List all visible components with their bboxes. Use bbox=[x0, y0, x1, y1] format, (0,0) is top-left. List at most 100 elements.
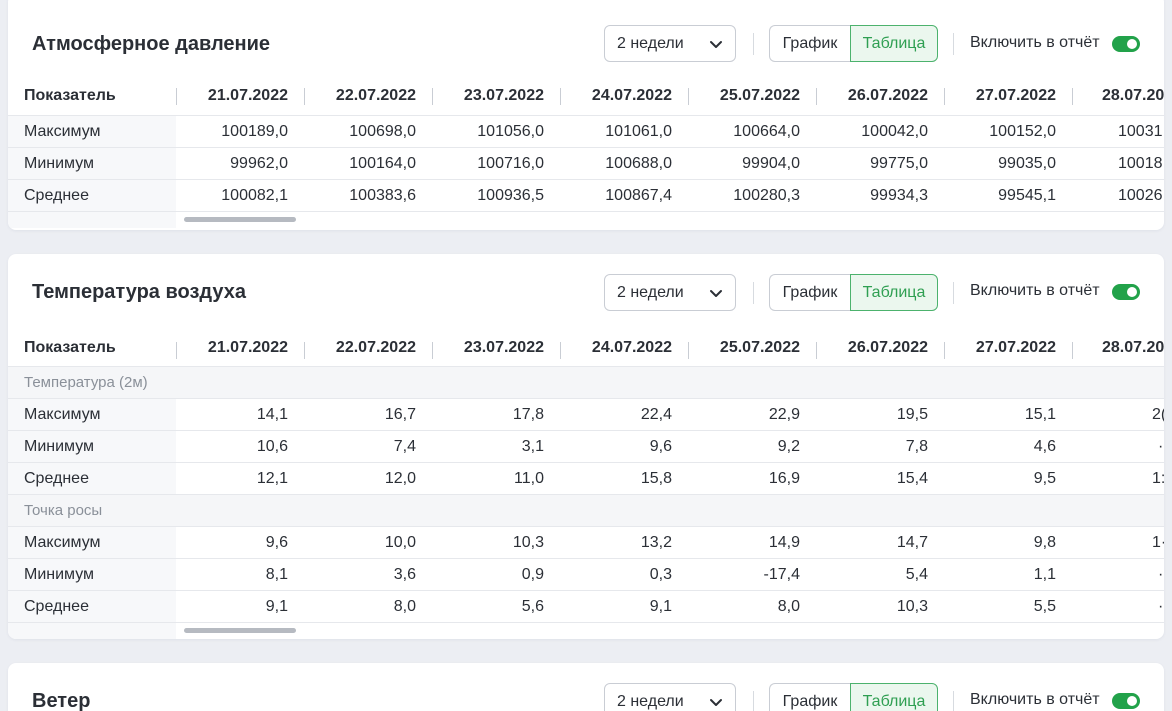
include-in-report-label: Включить в отчёт bbox=[970, 691, 1100, 708]
table-cell: 15,1 bbox=[1024, 405, 1056, 423]
table-cell: 101061,0 bbox=[605, 122, 672, 140]
divider bbox=[753, 691, 754, 711]
table-cell: 101056,0 bbox=[477, 122, 544, 140]
table-cell: 100867,4 bbox=[605, 186, 672, 204]
column-header-date: 28.07.20 bbox=[1072, 76, 1164, 115]
table-row: Минимум 8,1 3,6 0,9 0,3 -17,4 5,4 1,1 · bbox=[8, 559, 1164, 591]
table-cell: 10,6 bbox=[256, 437, 288, 455]
table-cell: 100936,5 bbox=[477, 186, 544, 204]
toggle-knob bbox=[1127, 287, 1137, 297]
view-toggle: График Таблица bbox=[769, 274, 938, 311]
table-row: Максимум 100189,0 100698,0 101056,0 1010… bbox=[8, 116, 1164, 148]
table-cell: 1,1 bbox=[1033, 565, 1056, 583]
temperature-card: Температура воздуха 2 недели График Табл… bbox=[8, 254, 1164, 639]
column-header-date: 22.07.2022 bbox=[304, 76, 432, 115]
table-cell: 9,5 bbox=[1033, 469, 1056, 487]
graph-view-button[interactable]: График bbox=[769, 274, 850, 311]
column-header-date: 26.07.2022 bbox=[816, 330, 944, 366]
table-cell: 7,4 bbox=[393, 437, 416, 455]
table-cell: 14,9 bbox=[768, 533, 800, 551]
divider bbox=[953, 282, 954, 304]
column-header-date: 21.07.2022 bbox=[176, 76, 304, 115]
column-header-date: 24.07.2022 bbox=[560, 330, 688, 366]
table-cell: 10026 bbox=[1118, 186, 1163, 204]
period-select[interactable]: 2 недели bbox=[604, 683, 736, 711]
divider bbox=[753, 282, 754, 304]
table-view-button[interactable]: Таблица bbox=[850, 274, 938, 311]
row-label: Среднее bbox=[8, 591, 176, 622]
table-cell: 100280,3 bbox=[733, 186, 800, 204]
scrollbar-pad bbox=[8, 623, 176, 639]
group-label: Точка росы bbox=[8, 495, 176, 526]
table-cell: 0,3 bbox=[649, 565, 672, 583]
horizontal-scrollbar bbox=[8, 623, 1164, 639]
table-row: Минимум 99962,0 100164,0 100716,0 100688… bbox=[8, 148, 1164, 180]
pressure-table: Показатель 21.07.2022 22.07.2022 23.07.2… bbox=[8, 76, 1164, 228]
table-cell: 17,8 bbox=[512, 405, 544, 423]
table-row: Среднее 9,1 8,0 5,6 9,1 8,0 10,3 5,5 · bbox=[8, 591, 1164, 623]
toggle-knob bbox=[1127, 39, 1137, 49]
graph-view-button[interactable]: График bbox=[769, 683, 850, 711]
wind-card-header: Ветер 2 недели График Таблица Включить в… bbox=[8, 663, 1164, 711]
row-label: Минимум bbox=[8, 559, 176, 590]
table-cell: 9,2 bbox=[777, 437, 800, 455]
row-label: Среднее bbox=[8, 463, 176, 494]
table-cell: 4,6 bbox=[1033, 437, 1056, 455]
table-cell: 15,4 bbox=[896, 469, 928, 487]
graph-view-button[interactable]: График bbox=[769, 25, 850, 62]
wind-card: Ветер 2 недели График Таблица Включить в… bbox=[8, 663, 1164, 711]
temperature-table: Показатель 21.07.2022 22.07.2022 23.07.2… bbox=[8, 330, 1164, 639]
table-cell: 1: bbox=[1152, 469, 1164, 487]
table-cell: 12,0 bbox=[384, 469, 416, 487]
divider bbox=[753, 33, 754, 55]
column-header-date: 21.07.2022 bbox=[176, 330, 304, 366]
table-cell: 16,7 bbox=[384, 405, 416, 423]
view-toggle: График Таблица bbox=[769, 683, 938, 711]
table-view-button[interactable]: Таблица bbox=[850, 683, 938, 711]
table-cell: 3,6 bbox=[393, 565, 416, 583]
table-cell: 5,5 bbox=[1033, 597, 1056, 615]
temperature-card-header: Температура воздуха 2 недели График Табл… bbox=[8, 254, 1164, 330]
table-cell: 99545,1 bbox=[998, 186, 1056, 204]
table-cell: 9,6 bbox=[265, 533, 288, 551]
table-cell: 99035,0 bbox=[998, 154, 1056, 172]
chevron-down-icon bbox=[710, 40, 722, 48]
table-cell: 10,3 bbox=[896, 597, 928, 615]
group-label: Температура (2м) bbox=[8, 367, 176, 398]
period-select[interactable]: 2 недели bbox=[604, 25, 736, 62]
table-row: Минимум 10,6 7,4 3,1 9,6 9,2 7,8 4,6 · bbox=[8, 431, 1164, 463]
table-cell: -17,4 bbox=[763, 565, 800, 583]
table-header-row: Показатель 21.07.2022 22.07.2022 23.07.2… bbox=[8, 330, 1164, 367]
table-cell: 100042,0 bbox=[861, 122, 928, 140]
include-in-report-toggle[interactable] bbox=[1112, 284, 1140, 300]
table-row: Среднее 100082,1 100383,6 100936,5 10086… bbox=[8, 180, 1164, 212]
table-cell: 9,8 bbox=[1033, 533, 1056, 551]
table-cell: 100383,6 bbox=[349, 186, 416, 204]
table-view-button[interactable]: Таблица bbox=[850, 25, 938, 62]
include-in-report-label: Включить в отчёт bbox=[970, 282, 1100, 299]
table-cell: 99775,0 bbox=[870, 154, 928, 172]
period-select[interactable]: 2 недели bbox=[604, 274, 736, 311]
pressure-card-header: Атмосферное давление 2 недели График Таб… bbox=[8, 0, 1164, 76]
period-select-value: 2 недели bbox=[617, 692, 684, 710]
scrollbar-thumb[interactable] bbox=[184, 628, 296, 633]
period-select-value: 2 недели bbox=[617, 34, 684, 52]
scrollbar-thumb[interactable] bbox=[184, 217, 296, 222]
table-cell: 9,6 bbox=[649, 437, 672, 455]
column-header-date: 27.07.2022 bbox=[944, 330, 1072, 366]
divider bbox=[953, 691, 954, 711]
include-in-report-toggle[interactable] bbox=[1112, 693, 1140, 709]
table-cell: 5,4 bbox=[905, 565, 928, 583]
row-label: Максимум bbox=[8, 399, 176, 430]
card-title: Ветер bbox=[32, 690, 91, 711]
table-header-row: Показатель 21.07.2022 22.07.2022 23.07.2… bbox=[8, 76, 1164, 116]
table-cell: 100082,1 bbox=[221, 186, 288, 204]
table-cell: 22,9 bbox=[768, 405, 800, 423]
table-cell: 15,8 bbox=[640, 469, 672, 487]
table-cell: 10,3 bbox=[512, 533, 544, 551]
include-in-report-toggle[interactable] bbox=[1112, 36, 1140, 52]
horizontal-scrollbar bbox=[8, 212, 1164, 228]
table-cell: 16,9 bbox=[768, 469, 800, 487]
table-cell: 100664,0 bbox=[733, 122, 800, 140]
table-row: Максимум 14,1 16,7 17,8 22,4 22,9 19,5 1… bbox=[8, 399, 1164, 431]
